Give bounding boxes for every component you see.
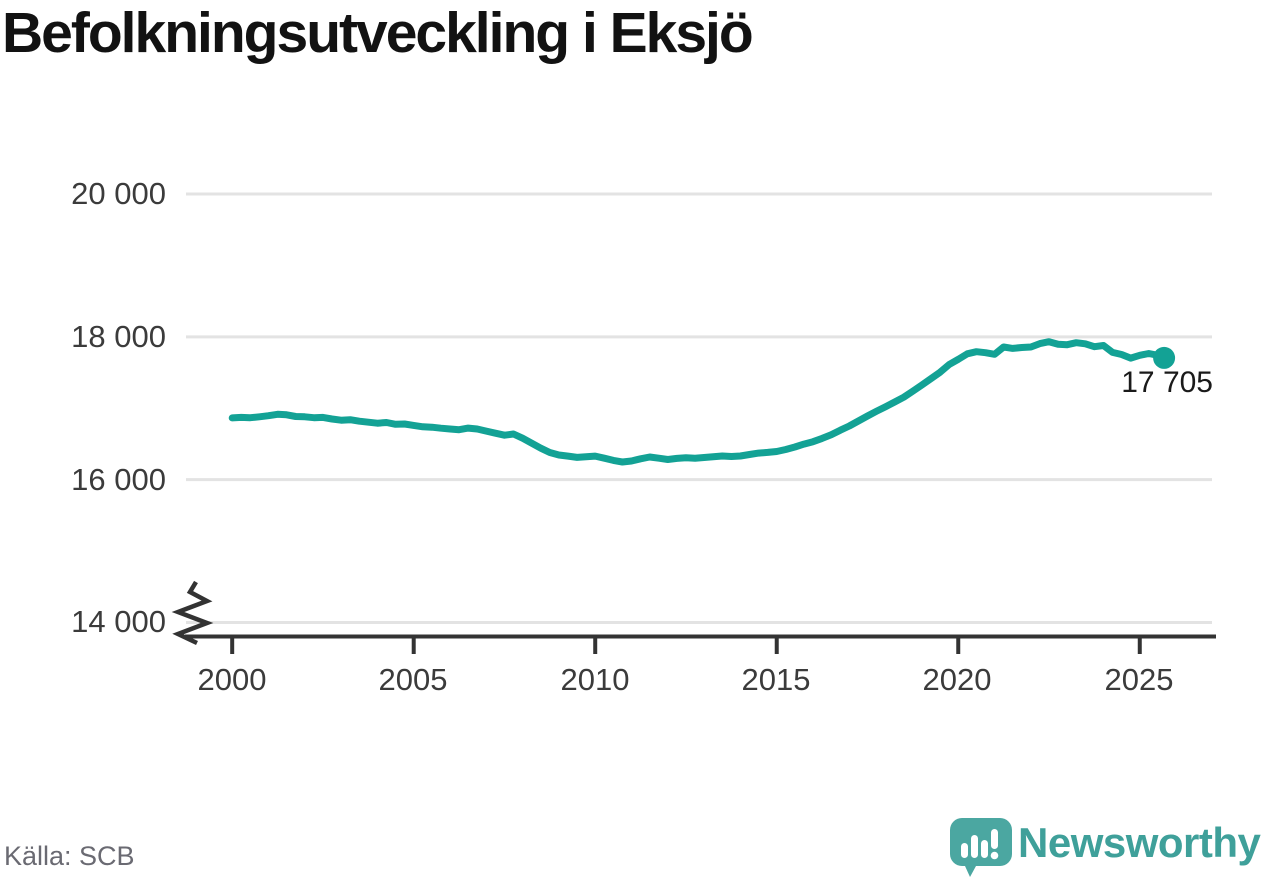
y-tick-label-14000: 14 000 bbox=[71, 604, 166, 639]
axis-break-icon bbox=[171, 580, 214, 646]
newsworthy-logo: Newsworthy bbox=[946, 815, 1262, 879]
source-credit: Källa: SCB bbox=[4, 841, 135, 871]
x-tick-label-2020: 2020 bbox=[922, 662, 992, 697]
x-tick-label-2000: 2000 bbox=[197, 662, 267, 697]
chart-title: Befolkningsutveckling i Eksjö bbox=[2, 1, 754, 65]
bar-chart-exclamation-icon bbox=[961, 829, 999, 860]
y-tick-label-20000: 20 000 bbox=[71, 176, 166, 211]
x-tick-label-2025: 2025 bbox=[1104, 662, 1174, 697]
x-tick-label-2015: 2015 bbox=[741, 662, 811, 697]
x-tick-label-2010: 2010 bbox=[560, 662, 630, 697]
x-tick-label-2005: 2005 bbox=[378, 662, 448, 697]
y-tick-label-18000: 18 000 bbox=[71, 319, 166, 354]
gridlines bbox=[186, 192, 1212, 624]
newsworthy-wordmark: Newsworthy bbox=[1018, 819, 1261, 866]
y-tick-label-16000: 16 000 bbox=[71, 462, 166, 497]
population-line-series bbox=[228, 338, 1176, 466]
population-line bbox=[228, 338, 1168, 466]
x-axis bbox=[185, 634, 1216, 654]
latest-value-annotation: 17 705 bbox=[1121, 366, 1213, 399]
latest-value-dot bbox=[1153, 346, 1176, 369]
newsworthy-logo-icon bbox=[950, 818, 1012, 877]
